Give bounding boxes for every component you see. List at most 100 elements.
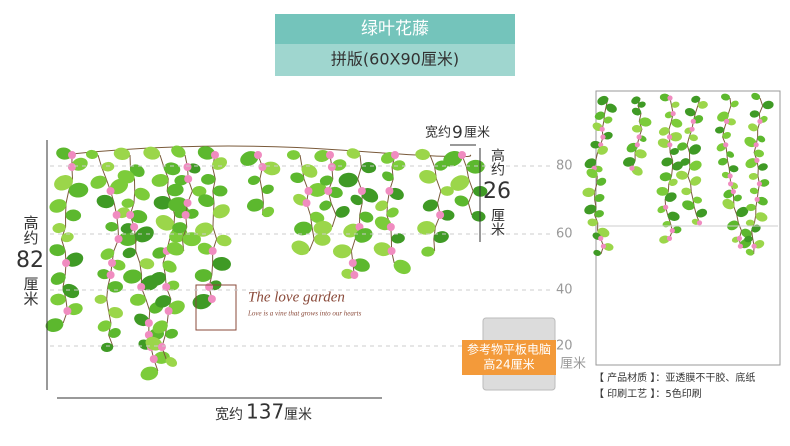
flower (62, 259, 71, 267)
leaf (261, 184, 274, 194)
leaf (715, 126, 725, 134)
leaf (113, 147, 131, 161)
leaf (671, 118, 683, 128)
leaf (744, 235, 753, 243)
leaf (729, 165, 739, 173)
leaf (682, 200, 695, 211)
flower (348, 259, 357, 267)
leaf (741, 228, 752, 238)
leaf (85, 149, 99, 159)
flower (391, 151, 399, 159)
flower (756, 181, 763, 187)
banner-title: 绿叶花藤 (361, 19, 429, 39)
flower (211, 151, 219, 159)
leaf (450, 175, 470, 191)
leaf (118, 231, 138, 246)
flower (106, 187, 115, 195)
leaf (657, 138, 670, 148)
leaf (163, 162, 181, 176)
leaf (631, 125, 642, 133)
leaf (744, 136, 757, 148)
leaf (659, 235, 670, 244)
flower (157, 343, 166, 351)
total-height-number: 82 (16, 248, 44, 273)
leaf (726, 118, 736, 126)
flower (324, 187, 333, 195)
flower (689, 126, 695, 132)
flower (667, 95, 673, 101)
flower (144, 319, 153, 327)
leaf (597, 145, 609, 155)
flower (181, 211, 190, 219)
leaf (755, 212, 768, 222)
leaf (155, 295, 172, 308)
leaf (718, 157, 728, 166)
flower (108, 259, 117, 267)
leaf (697, 101, 708, 109)
leaf (736, 206, 749, 218)
leaf (94, 294, 107, 304)
spec: 【 印刷工艺 】：5色印刷 (594, 387, 702, 400)
flower (730, 189, 736, 195)
leaf (751, 92, 761, 101)
spec: 【 产品材质 】：亚透膜不干胶、底纸 (594, 371, 755, 384)
leaf (382, 171, 394, 182)
vine-art (45, 145, 488, 381)
leaf (332, 244, 352, 259)
leaf (689, 134, 698, 142)
leaf (262, 161, 281, 176)
flower (386, 223, 395, 231)
leaf (301, 164, 318, 178)
leaf (681, 187, 692, 196)
flower (670, 111, 676, 117)
flower (67, 163, 76, 171)
art-tagline: Love is a vine that grows into our heart… (247, 310, 362, 318)
leaf (143, 146, 161, 160)
leaf (658, 127, 670, 136)
leaf (314, 233, 331, 246)
leaf (195, 222, 214, 237)
leaf (748, 123, 758, 132)
flower (183, 163, 192, 171)
leaf (668, 178, 678, 186)
scale-label: 20 (556, 339, 573, 354)
leaf (212, 185, 228, 197)
leaf (359, 211, 374, 223)
leaf (691, 95, 701, 103)
leaf (671, 101, 680, 108)
art-heading: The love garden (248, 289, 345, 305)
leaf (105, 222, 119, 232)
leaf (677, 142, 688, 151)
sheet-art (582, 92, 778, 256)
leaf (212, 256, 231, 271)
leaf (722, 198, 735, 210)
leaf (754, 149, 765, 158)
leaf (749, 110, 760, 118)
scale-lines (50, 165, 550, 347)
leaf (171, 145, 186, 158)
leaf (197, 146, 216, 160)
flower (130, 223, 139, 231)
leaf (61, 232, 74, 243)
leaf (656, 186, 669, 196)
flower (600, 134, 606, 140)
leaf (746, 203, 756, 212)
vine-stem (350, 154, 363, 276)
leaf (352, 258, 370, 272)
leaf (440, 209, 455, 221)
leaf (661, 157, 673, 167)
leaf (466, 159, 485, 174)
flower (162, 283, 171, 291)
leaf (122, 247, 136, 259)
leaf (623, 157, 636, 167)
leaf (165, 357, 178, 367)
leaf (730, 100, 739, 108)
scale-label: 40 (556, 283, 573, 298)
leaf (722, 131, 732, 139)
leaf (172, 222, 187, 234)
flower (126, 211, 135, 219)
flower (629, 165, 635, 171)
banner-lower (275, 44, 515, 76)
leaf (391, 233, 405, 244)
